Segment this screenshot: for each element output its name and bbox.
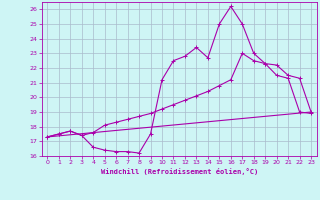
X-axis label: Windchill (Refroidissement éolien,°C): Windchill (Refroidissement éolien,°C) <box>100 168 258 175</box>
